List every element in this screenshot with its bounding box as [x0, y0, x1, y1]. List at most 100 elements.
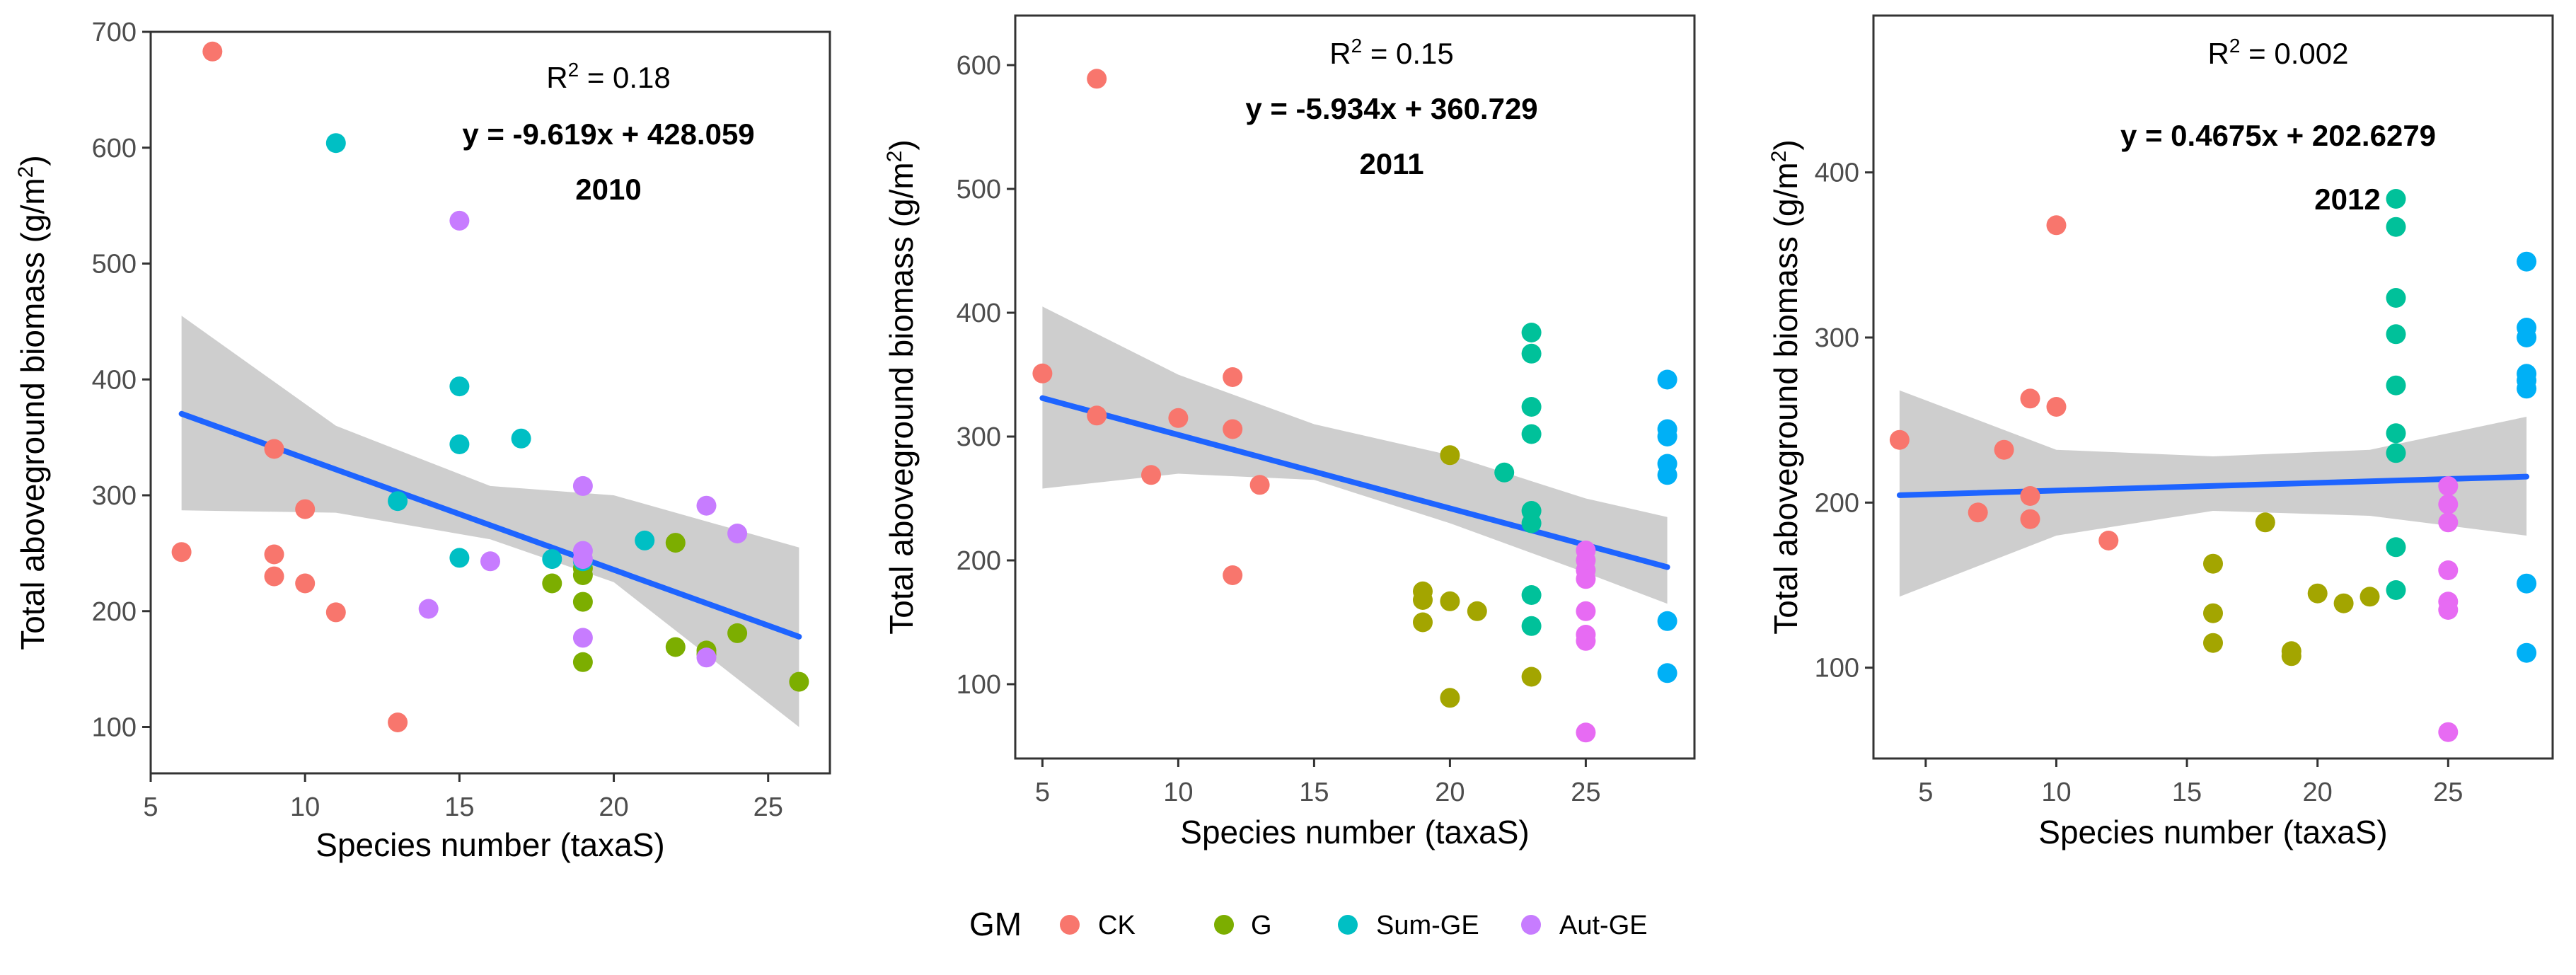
data-point-ck	[171, 542, 192, 562]
data-point-g	[1413, 612, 1433, 633]
data-point-ck	[1889, 429, 1910, 450]
legend-label-g: G	[1251, 911, 1272, 940]
data-point-sum-ge	[449, 434, 470, 454]
data-point-sum-ge	[388, 491, 408, 512]
panel-content: 5 10 15 20 25 100 200 300 400 500 600 700	[92, 18, 809, 822]
panel-2012: 5 10 15 20 25 100 200 300 400 2012 y = 0.4675x +…	[1767, 14, 2554, 850]
data-point-sum-ge	[1521, 343, 1542, 364]
x-tick-label: 20	[2303, 778, 2333, 807]
data-point-aut-ge	[1576, 630, 1596, 651]
data-point-sum-ge	[635, 530, 655, 550]
data-point-aut-ge	[572, 549, 593, 570]
y-tick-label: 500	[92, 250, 137, 279]
data-point-aut-ge	[449, 210, 470, 231]
data-point-g	[542, 573, 562, 594]
data-point-sum-ge	[1657, 465, 1677, 485]
y-axis-label-end: )	[14, 155, 51, 166]
equation: y = 0.4675x + 202.6279	[2120, 119, 2436, 152]
x-tick-label: 10	[1163, 778, 1193, 807]
data-point-ck	[1968, 502, 1988, 523]
y-axis-label-main: Total aboveground biomass (g/m	[883, 162, 920, 634]
data-point-ck	[1994, 439, 2014, 460]
y-axis-label-exponent: 2	[883, 151, 906, 163]
y-tick-label: 300	[92, 481, 137, 511]
y-tick-label: 200	[1815, 488, 1859, 518]
confidence-band	[181, 316, 799, 727]
panel-title: 2011	[1359, 147, 1423, 180]
data-point-sum-ge	[1657, 427, 1677, 446]
data-point-ck	[2046, 215, 2067, 236]
x-axis-label: Species number (taxaS)	[316, 826, 664, 863]
data-point-sum-ge	[2517, 379, 2537, 399]
r-squared-prefix: R	[2208, 37, 2229, 70]
regression-line	[1896, 473, 2530, 498]
data-point-g	[2203, 553, 2223, 574]
data-point-g	[2203, 603, 2223, 623]
data-point-aut-ge	[727, 524, 748, 543]
legend-item-ck: CK	[1060, 911, 1136, 940]
data-point-sum-ge	[449, 548, 470, 568]
y-axis-label-main: Total aboveground biomass (g/m	[1767, 162, 1804, 634]
x-tick-label: 20	[599, 792, 628, 822]
regression-line	[1039, 395, 1670, 570]
y-tick-label: 600	[957, 51, 1001, 81]
data-point-g	[2360, 587, 2380, 607]
data-point-aut-ge	[1576, 569, 1596, 589]
r-squared-exponent: 2	[1351, 35, 1363, 57]
data-point-ck	[388, 712, 408, 732]
data-point-ck	[1223, 367, 1243, 387]
data-point-aut-ge	[2438, 722, 2459, 742]
legend-label-ck: CK	[1098, 911, 1136, 940]
data-point-aut-ge	[2438, 476, 2459, 496]
panel-title: 2012	[2314, 183, 2380, 216]
panel-content: 5 10 15 20 25 100 200 300 400 500 600	[957, 51, 1677, 807]
plot-frame	[149, 30, 831, 775]
data-point-sum-ge	[2386, 580, 2406, 600]
legend-label-aut-ge: Aut-GE	[1559, 911, 1648, 940]
r-squared-exponent: 2	[2229, 35, 2241, 57]
data-point-g	[727, 623, 748, 643]
data-point-sum-ge	[2517, 573, 2537, 594]
data-point-g	[1467, 601, 1487, 621]
data-point-g	[665, 637, 686, 657]
data-point-aut-ge	[572, 475, 593, 496]
data-point-sum-ge	[2517, 642, 2537, 663]
y-axis-label-end: )	[1767, 139, 1804, 150]
data-point-sum-ge	[1657, 611, 1677, 631]
regression-line	[178, 410, 802, 640]
data-point-aut-ge	[696, 647, 717, 668]
data-point-g	[572, 592, 593, 612]
data-point-ck	[2098, 531, 2119, 550]
equation: y = -5.934x + 360.729	[1245, 92, 1537, 125]
x-axis-label: Species number (taxaS)	[2038, 814, 2387, 850]
x-axis-label: Species number (taxaS)	[1180, 814, 1529, 850]
legend-item-g: G	[1214, 911, 1272, 940]
legend-label-sum-ge: Sum-GE	[1376, 911, 1479, 940]
data-point-sum-ge	[1657, 369, 1677, 390]
legend: GM CK G Sum-GE Aut-GE	[969, 906, 1648, 942]
panel-2010: 5 10 15 20 25 100 200 300 400 500 600 700 2010 y = …	[14, 18, 831, 863]
y-axis-label-end: )	[883, 139, 920, 150]
x-tick-label: 15	[444, 792, 474, 822]
data-point-sum-ge	[1657, 663, 1677, 683]
data-point-sum-ge	[1521, 585, 1542, 605]
data-point-sum-ge	[2386, 423, 2406, 444]
plot-frame	[1872, 14, 2554, 760]
data-point-sum-ge	[542, 549, 562, 570]
data-point-g	[2255, 512, 2275, 533]
data-point-aut-ge	[480, 551, 500, 572]
data-point-ck	[2020, 486, 2040, 506]
y-tick-label: 100	[92, 713, 137, 743]
data-point-sum-ge	[511, 428, 531, 449]
data-point-aut-ge	[1576, 722, 1596, 743]
data-point-g	[2203, 633, 2223, 653]
y-axis-label-main: Total aboveground biomass (g/m	[14, 178, 51, 650]
confidence-band	[1042, 306, 1668, 604]
x-tick-label: 5	[1035, 778, 1050, 807]
y-tick-label: 200	[957, 546, 1001, 576]
data-point-g	[1440, 445, 1460, 466]
data-point-sum-ge	[1521, 513, 1542, 533]
r-squared-prefix: R	[546, 61, 567, 94]
data-point-aut-ge	[1576, 601, 1596, 621]
